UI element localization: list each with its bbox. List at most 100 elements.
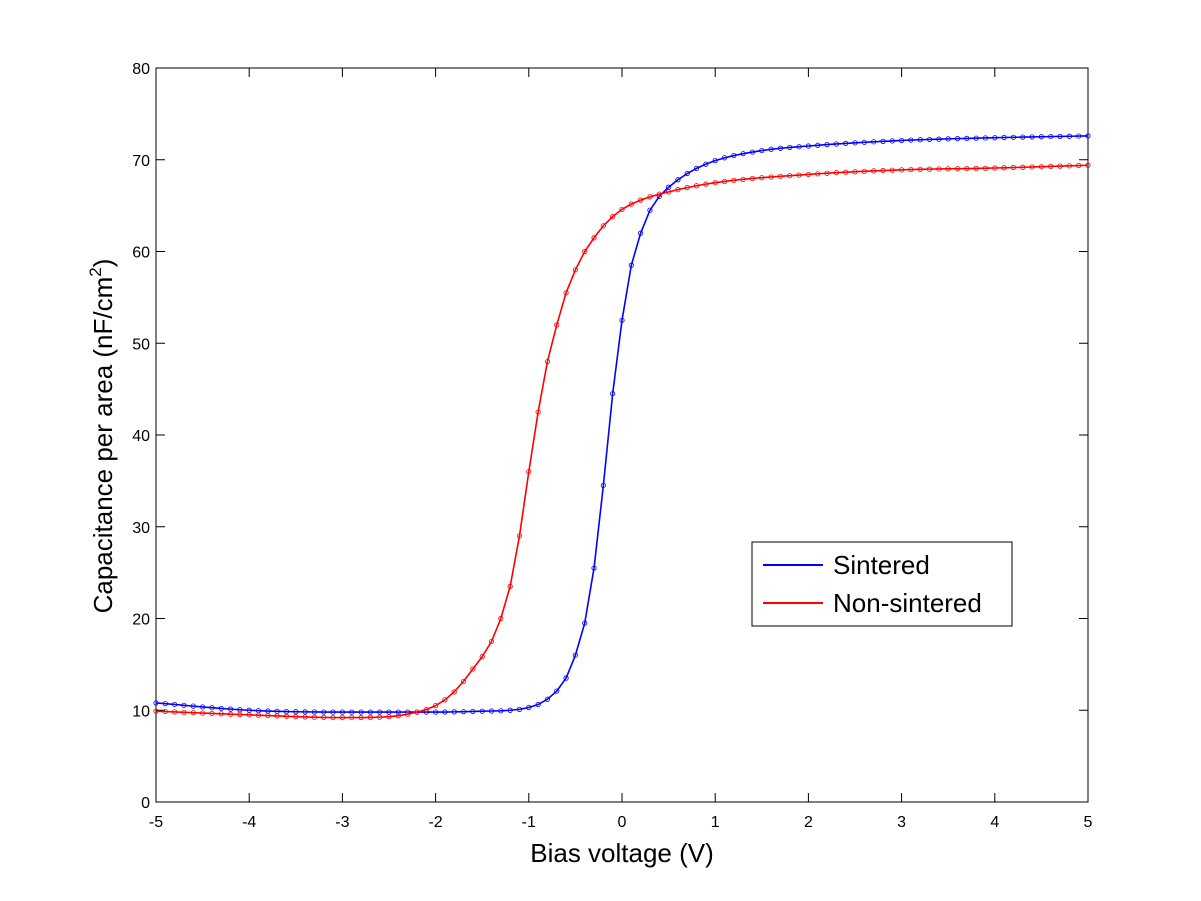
y-axis-title-main: Capacitance per area (nF/cm — [88, 277, 118, 614]
data-point — [1048, 133, 1054, 140]
data-point — [768, 174, 774, 180]
data-point — [377, 709, 383, 715]
data-point — [498, 708, 504, 714]
data-point — [740, 176, 746, 182]
data-point — [740, 151, 746, 157]
data-point — [330, 714, 336, 721]
y-tick-label: 30 — [132, 520, 150, 537]
data-point — [1066, 163, 1072, 169]
y-tick-label: 50 — [132, 336, 150, 353]
data-point — [1010, 164, 1017, 171]
data-point — [339, 714, 345, 721]
data-point — [1066, 133, 1072, 139]
y-tick-label: 60 — [132, 245, 150, 262]
data-point — [843, 169, 849, 175]
data-point — [628, 262, 634, 268]
data-point — [777, 145, 784, 151]
data-point — [414, 709, 420, 715]
data-point — [265, 712, 271, 719]
y-tick-label: 40 — [132, 428, 150, 445]
data-point — [1085, 133, 1091, 139]
data-point — [917, 166, 923, 172]
data-point — [582, 620, 588, 626]
data-point — [964, 165, 970, 172]
data-point — [507, 583, 513, 589]
data-point — [563, 290, 569, 296]
data-point — [227, 706, 234, 712]
data-point — [964, 135, 970, 141]
data-point — [1010, 134, 1017, 140]
data-point — [1048, 163, 1054, 169]
series-non-sintered — [153, 162, 1091, 721]
data-point — [619, 206, 625, 212]
x-tick-label: 4 — [990, 814, 999, 831]
data-point — [1029, 164, 1035, 170]
data-point — [181, 709, 187, 715]
data-point — [759, 175, 765, 181]
data-point — [749, 149, 756, 155]
data-point — [787, 144, 793, 151]
data-point — [638, 230, 644, 236]
data-point — [665, 189, 672, 195]
data-point — [908, 137, 914, 143]
x-axis-title: Bias voltage (V) — [530, 838, 714, 868]
y-axis-title-superscript: 2 — [86, 267, 105, 276]
data-point — [871, 139, 877, 145]
data-point — [162, 708, 168, 715]
y-tick-label: 70 — [132, 153, 150, 170]
data-point — [209, 710, 215, 717]
data-point — [843, 140, 849, 146]
data-point — [982, 165, 989, 171]
data-point — [768, 146, 774, 152]
data-point — [172, 709, 178, 715]
data-point — [628, 201, 634, 207]
x-tick-label: 5 — [1084, 814, 1093, 831]
data-point — [824, 170, 830, 176]
data-point — [442, 709, 448, 715]
data-point — [554, 688, 560, 694]
data-point — [190, 703, 196, 709]
data-point — [237, 711, 243, 718]
data-point — [526, 469, 532, 475]
data-point — [693, 183, 700, 189]
data-point — [880, 138, 886, 144]
data-point — [321, 709, 327, 715]
data-point — [861, 139, 867, 145]
data-point — [479, 708, 485, 714]
data-point — [330, 709, 336, 715]
y-tick-label: 0 — [141, 795, 150, 812]
data-point — [218, 711, 224, 717]
x-tick-label: 3 — [897, 814, 906, 831]
data-point — [460, 709, 467, 715]
data-point — [451, 709, 457, 715]
data-point — [153, 708, 159, 714]
data-point — [889, 138, 895, 144]
data-point — [898, 137, 905, 144]
data-point — [954, 136, 961, 142]
data-point — [721, 155, 728, 161]
data-point — [992, 165, 998, 171]
data-point — [227, 711, 234, 717]
data-point — [405, 711, 411, 717]
x-tick-label: -2 — [428, 814, 442, 831]
x-tick-label: 1 — [711, 814, 720, 831]
data-point — [526, 704, 532, 711]
data-point — [181, 702, 187, 708]
data-point — [470, 666, 476, 672]
data-point — [992, 135, 998, 141]
data-point — [572, 652, 579, 658]
legend-label-non-sintered: Non-sintered — [833, 588, 982, 618]
data-point — [693, 165, 700, 171]
data-point — [712, 180, 718, 186]
data-point — [432, 703, 439, 709]
data-point — [507, 707, 513, 713]
data-point — [731, 177, 737, 183]
data-point — [824, 142, 830, 148]
data-point — [591, 565, 597, 571]
data-point — [1038, 164, 1045, 170]
data-point — [815, 142, 821, 148]
data-point — [423, 706, 429, 713]
data-point — [936, 136, 942, 142]
data-point — [283, 713, 290, 719]
data-point — [516, 533, 523, 539]
